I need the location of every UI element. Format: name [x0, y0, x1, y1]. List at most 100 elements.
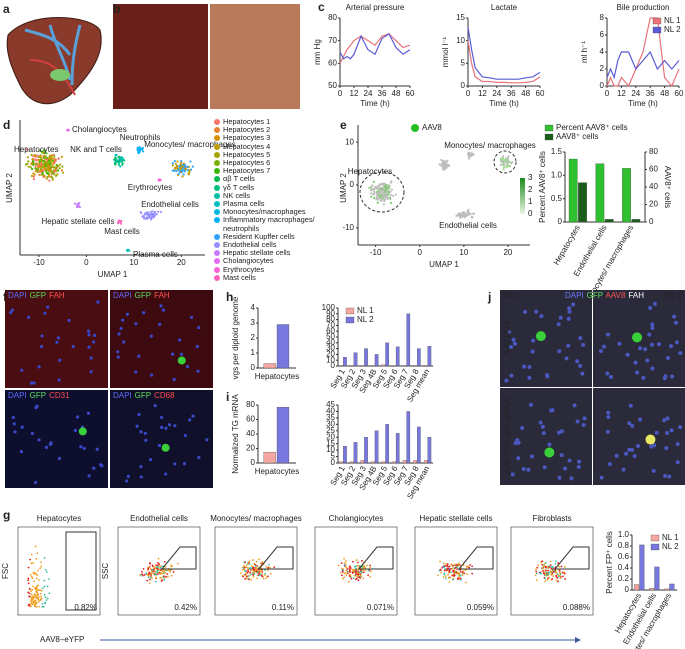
nucleus — [191, 414, 195, 418]
flow-dot — [451, 564, 454, 567]
legend-entry: Monocytes/macrophages — [214, 208, 336, 216]
flow-dot — [357, 573, 360, 576]
flow-dot — [28, 595, 31, 598]
flow-dot — [147, 576, 150, 579]
row-label: AAV DNA and mRNA — [503, 398, 512, 474]
flow-dot — [446, 564, 448, 567]
flow-dot — [537, 564, 539, 567]
legend-entry: Hepatocytes 5 — [214, 150, 336, 159]
flow-dot — [43, 585, 46, 588]
flow-dot — [169, 570, 171, 573]
legend-label: NL 1 — [662, 533, 679, 542]
cell-dot — [466, 213, 469, 217]
cell-dot — [468, 151, 471, 155]
legend-swatch — [214, 168, 220, 175]
cell-dot — [370, 195, 373, 198]
legend-entry: Inflammatory macrophages/ neutrophils — [214, 216, 336, 232]
flow-dot — [30, 562, 33, 565]
y-tick-label: 1.5 — [551, 147, 563, 156]
nucleus — [515, 438, 520, 443]
series-line — [467, 26, 541, 80]
nucleus — [143, 431, 147, 435]
bar — [360, 365, 365, 367]
cell-dot — [375, 186, 378, 189]
flow-dot — [343, 564, 346, 567]
flow-dot — [345, 569, 348, 572]
cell-dot — [141, 146, 145, 150]
cell-dot — [54, 159, 57, 163]
flow-dot — [346, 572, 349, 575]
flow-dot — [255, 560, 258, 563]
flow-dot — [43, 557, 46, 559]
x-axis-label: UMAP 1 — [98, 270, 128, 279]
bar — [427, 346, 432, 367]
gfp-cell — [78, 427, 87, 436]
flow-dot — [149, 578, 151, 581]
cell-dot — [32, 175, 35, 178]
flow-dot — [546, 578, 549, 581]
panel-label: b — [113, 2, 120, 16]
flow-dot — [46, 585, 49, 588]
flow-dot — [466, 573, 469, 575]
legend-swatch — [214, 135, 220, 142]
nucleus — [662, 473, 667, 478]
nucleus — [650, 325, 655, 330]
nucleus — [119, 326, 123, 331]
flow-dot — [542, 565, 545, 567]
cell-dot — [49, 168, 52, 171]
flow-dot — [43, 593, 46, 596]
cell-dot — [61, 165, 64, 168]
gate-percent: 0.088% — [563, 603, 590, 612]
cell-dot — [155, 213, 158, 216]
nucleus — [534, 309, 539, 314]
nucleus — [135, 424, 139, 428]
cell-dot — [441, 167, 444, 170]
cell-dot — [45, 158, 48, 161]
cell-dot — [77, 203, 80, 206]
flow-dot — [465, 581, 467, 584]
cell-dot — [383, 192, 386, 196]
nucleus — [139, 475, 143, 479]
x-tick-label: 60 — [536, 89, 545, 98]
flow-dot — [34, 604, 36, 606]
flow-dot — [460, 579, 462, 581]
flow-dot — [535, 572, 538, 575]
gfp-cell — [177, 356, 186, 365]
cell-dot — [27, 160, 30, 163]
legend-swatch — [411, 124, 419, 132]
cluster-label: Endothelial cells — [141, 200, 199, 209]
cell-dot — [119, 222, 123, 225]
nucleus — [510, 472, 515, 477]
bar — [374, 430, 379, 464]
flow-dot — [538, 571, 541, 574]
flow-dot — [32, 562, 35, 564]
y-tick-label: 0 — [600, 81, 605, 90]
cell-dot — [137, 146, 140, 150]
nucleus — [630, 448, 635, 453]
flow-dot — [35, 605, 38, 608]
legend-label: Hepatocytes 6 — [223, 158, 271, 168]
flow-dot — [150, 574, 152, 577]
nucleus — [197, 455, 201, 460]
x-tick-label: 0 — [338, 89, 343, 98]
y-tick-label: 40 — [326, 338, 335, 347]
flow-dot — [471, 572, 474, 575]
cell-dot — [153, 215, 156, 218]
bar — [654, 566, 660, 591]
x-tick-label: 0 — [605, 89, 610, 98]
cell-dot — [463, 214, 466, 217]
nucleus — [538, 420, 543, 425]
gfp-cell — [645, 434, 656, 445]
flow-dot — [558, 569, 561, 572]
bar — [664, 588, 670, 591]
legend-entry: αβ T cells — [214, 175, 336, 183]
cell-dot — [370, 192, 373, 195]
cell-dot — [389, 196, 392, 199]
nucleus — [678, 351, 683, 356]
nucleus — [172, 377, 176, 382]
flow-dot — [468, 566, 470, 569]
nucleus — [526, 467, 531, 472]
bar — [339, 461, 344, 464]
flow-dot — [254, 568, 257, 571]
